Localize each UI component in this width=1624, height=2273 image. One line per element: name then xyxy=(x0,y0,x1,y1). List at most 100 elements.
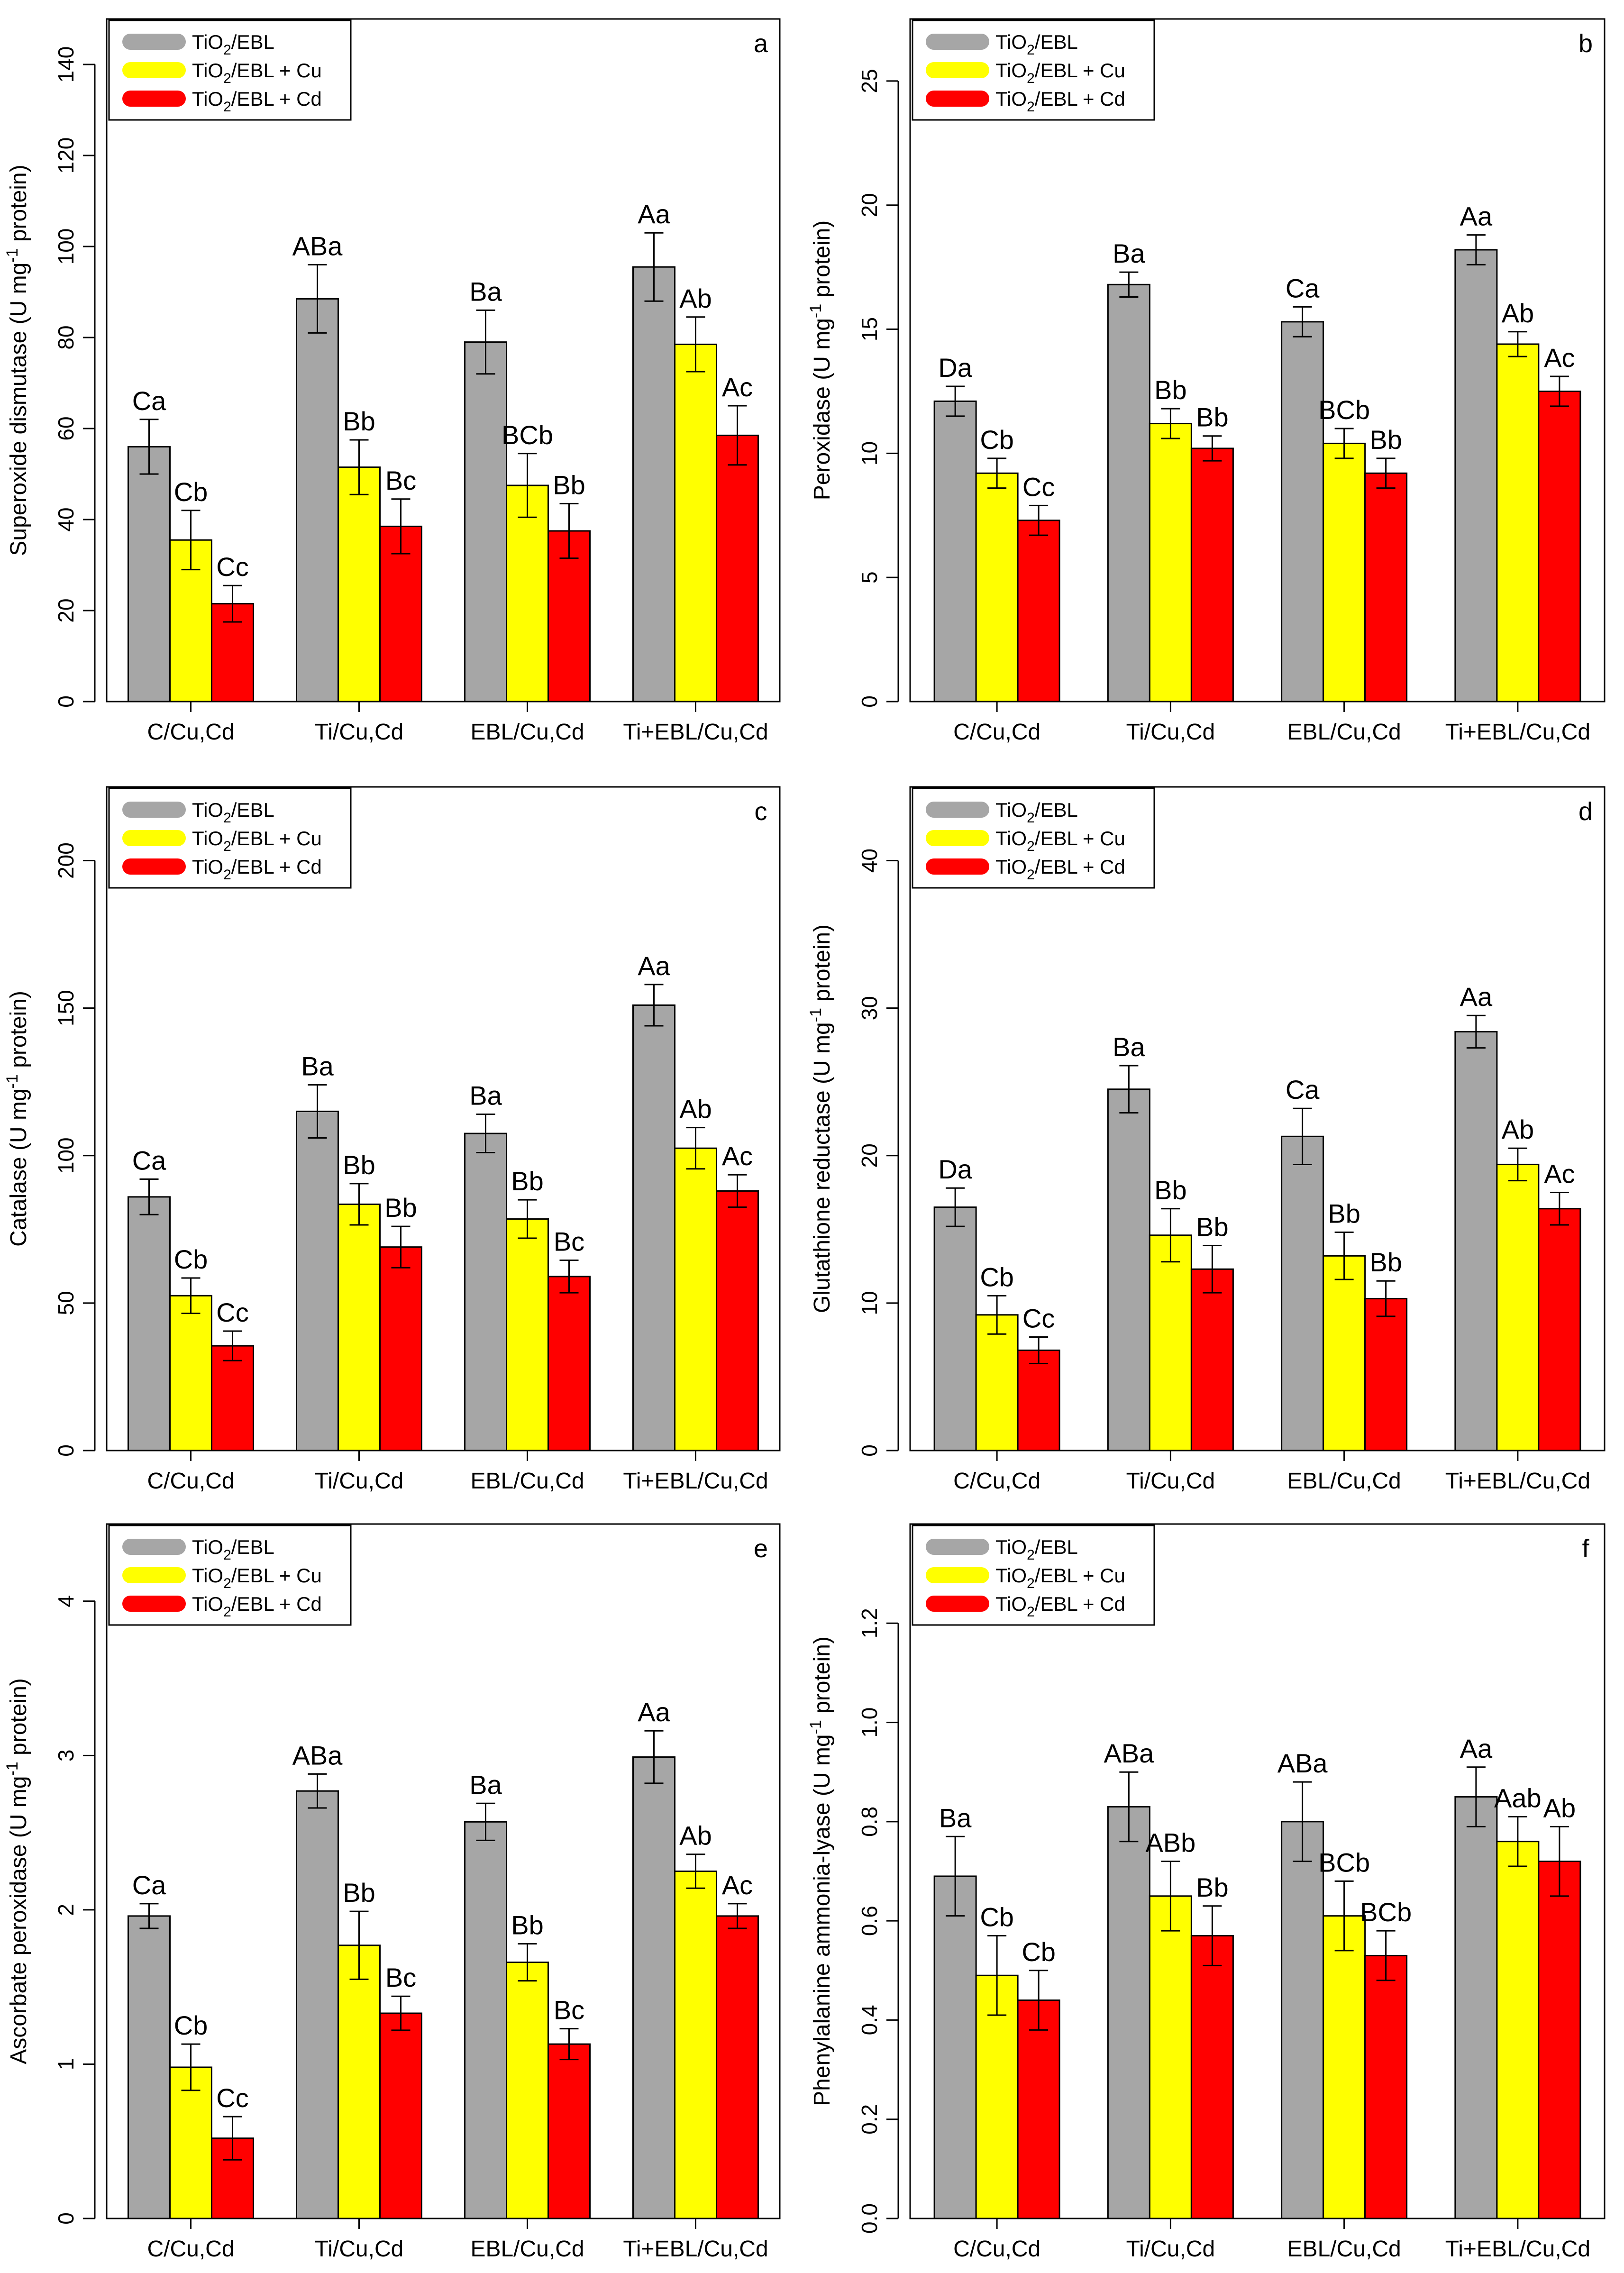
legend-label-rest: /EBL + Cd xyxy=(231,856,322,878)
significance-label: Cb xyxy=(980,425,1014,455)
error-bar xyxy=(1466,1766,1486,1827)
bar-d-1-2 xyxy=(1190,1268,1234,1451)
bar-b-2-0 xyxy=(1281,321,1324,703)
legend-label-base: TiO xyxy=(192,1536,223,1558)
y-axis-title-main: Glutathione reductase (U mg xyxy=(810,1022,835,1313)
significance-label: Ca xyxy=(1286,273,1320,303)
error-bar xyxy=(686,316,705,373)
bar-f-2-0 xyxy=(1281,1821,1324,2219)
x-tick-label: Ti+EBL/Cu,Cd xyxy=(623,1469,768,1494)
legend-label-rest: /EBL xyxy=(231,31,274,53)
legend-label: TiO2/EBL xyxy=(995,799,1078,826)
error-bar xyxy=(476,309,495,375)
legend-label-rest: /EBL + Cu xyxy=(231,59,322,82)
significance-label: Aa xyxy=(638,1697,670,1727)
legend-label-rest: /EBL xyxy=(1035,799,1078,821)
y-axis: 0.0 0.2 0.4 0.6 0.8 1.0 1.2 xyxy=(857,1608,899,2234)
bar-f-1-1 xyxy=(1149,1895,1192,2219)
y-axis-title: Superoxide dismutase (U mg-1 protein) xyxy=(3,164,31,556)
x-tick-label: Ti/Cu,Cd xyxy=(315,2236,404,2262)
bar-f-3-2 xyxy=(1538,1861,1581,2219)
x-tick-label: EBL/Cu,Cd xyxy=(1287,720,1401,745)
error-bar xyxy=(559,1260,579,1294)
legend-label-rest: /EBL + Cd xyxy=(231,88,322,110)
y-axis-title-unit: protein) xyxy=(810,1636,835,1720)
legend-label: TiO2/EBL xyxy=(995,1536,1078,1563)
bar-b-0-2 xyxy=(1017,520,1060,703)
legend-label-rest: /EBL + Cd xyxy=(1035,1593,1125,1615)
bar-b-1-1 xyxy=(1149,423,1192,703)
significance-label: Cb xyxy=(1022,1937,1056,1967)
x-tick-label: C/Cu,Cd xyxy=(147,2236,234,2262)
error-bar xyxy=(1508,1816,1527,1867)
significance-label: ABa xyxy=(292,231,343,261)
error-bar xyxy=(1293,306,1312,338)
error-bar xyxy=(349,1183,369,1226)
significance-label: BCb xyxy=(1318,395,1370,425)
error-bar xyxy=(391,1225,411,1269)
legend-label: TiO2/EBL + Cd xyxy=(192,856,322,883)
error-bar xyxy=(308,1084,327,1139)
y-axis: 0 50 100 150 200 xyxy=(54,842,96,1457)
y-axis-title-main: Ascorbate peroxidase (U mg xyxy=(6,1776,31,2064)
error-bar xyxy=(518,1199,537,1239)
bar-c-0-1 xyxy=(169,1295,212,1451)
y-axis-title-exponent: -1 xyxy=(3,248,21,262)
y-axis: 0 5 10 15 20 25 xyxy=(857,69,899,708)
bar-e-0-0 xyxy=(128,1915,171,2219)
legend-label-rest: /EBL + Cu xyxy=(1035,827,1125,849)
error-bar xyxy=(1203,435,1222,462)
y-tick-label: 60 xyxy=(54,416,78,440)
legend-label: TiO2/EBL xyxy=(192,31,274,58)
error-bar xyxy=(1029,504,1049,536)
error-bar xyxy=(1376,457,1396,489)
x-tick-label: EBL/Cu,Cd xyxy=(1287,2236,1401,2262)
bar-d-0-1 xyxy=(975,1314,1019,1451)
legend-label-subscript: 2 xyxy=(223,99,231,115)
error-bar xyxy=(139,1178,159,1215)
x-tick-label: Ti+EBL/Cu,Cd xyxy=(1445,720,1590,745)
bar-a-1-1 xyxy=(338,466,381,703)
x-tick-label: Ti/Cu,Cd xyxy=(1126,720,1215,745)
legend-label: TiO2/EBL + Cu xyxy=(192,827,322,854)
legend-label-subscript: 2 xyxy=(223,839,231,854)
significance-label: Ab xyxy=(1502,298,1534,328)
y-tick-label: 4 xyxy=(54,1595,78,1607)
panel-c: 0 50 100 150 200 Catalase (U mg-1 protein) c Ca… xyxy=(3,786,781,1494)
bar-a-0-0 xyxy=(128,446,171,703)
significance-label: Bb xyxy=(1154,1175,1187,1205)
y-tick-label: 20 xyxy=(857,1143,882,1168)
legend-label-subscript: 2 xyxy=(223,1547,231,1563)
y-axis: 0 20 40 60 80 100 120 140 xyxy=(54,46,96,708)
x-tick-label: C/Cu,Cd xyxy=(147,720,234,745)
significance-label: Bb xyxy=(511,1166,544,1196)
legend-label-base: TiO xyxy=(192,59,223,82)
legend-label-base: TiO xyxy=(192,31,223,53)
error-bar xyxy=(987,1935,1007,2016)
plot-frame xyxy=(909,18,1606,703)
error-bar xyxy=(1334,428,1354,459)
bar-b-0-1 xyxy=(975,472,1019,703)
legend-label: TiO2/EBL xyxy=(192,799,274,826)
bar-d-2-2 xyxy=(1364,1298,1408,1451)
y-axis-title-unit: protein) xyxy=(6,991,31,1074)
error-bar xyxy=(1029,1970,1049,2031)
x-tick-label: Ti/Cu,Cd xyxy=(315,1469,404,1494)
plot-frame xyxy=(909,786,1606,1451)
y-axis: 0 10 20 30 40 xyxy=(857,849,899,1457)
legend-label-base: TiO xyxy=(192,1593,223,1615)
significance-label: Ab xyxy=(1502,1114,1534,1144)
bar-f-2-1 xyxy=(1323,1915,1366,2219)
plot-frame xyxy=(106,786,781,1451)
x-tick-label: Ti+EBL/Cu,Cd xyxy=(1445,1469,1590,1494)
significance-label: Cb xyxy=(174,477,208,507)
plot-frame xyxy=(909,1523,1606,2219)
bar-c-1-0 xyxy=(296,1110,339,1451)
error-bar xyxy=(181,2043,201,2091)
y-tick-label: 150 xyxy=(54,990,78,1026)
significance-label: Ca xyxy=(132,386,166,416)
y-axis-title-unit: protein) xyxy=(6,1678,31,1762)
error-bar xyxy=(728,1903,747,1929)
